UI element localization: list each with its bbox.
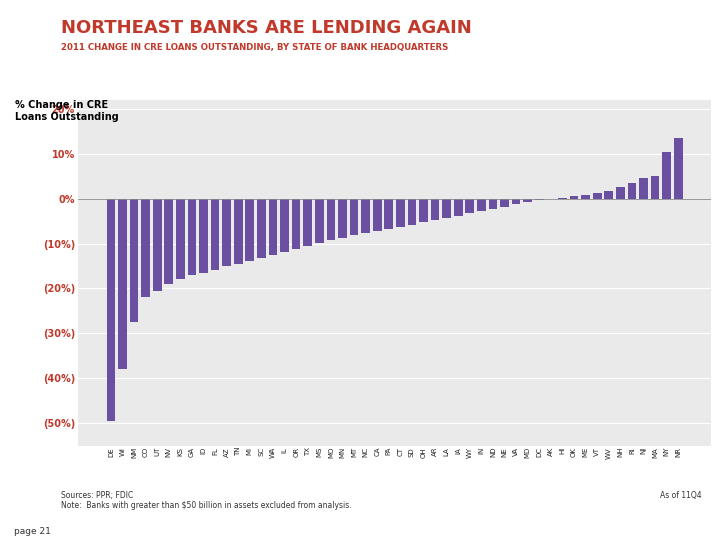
Bar	[512, 199, 521, 205]
Text: NORTHEAST BANKS ARE LENDING AGAIN: NORTHEAST BANKS ARE LENDING AGAIN	[61, 19, 472, 37]
Bar	[211, 199, 220, 269]
Bar	[581, 195, 590, 199]
Bar	[465, 199, 474, 213]
Bar	[280, 199, 289, 252]
Bar	[361, 199, 370, 233]
Bar	[303, 199, 312, 246]
Bar	[222, 199, 231, 266]
Bar	[292, 199, 300, 249]
Bar	[141, 199, 150, 298]
Bar	[199, 199, 208, 273]
Bar	[269, 199, 277, 255]
Text: Sources: PPR; FDIC: Sources: PPR; FDIC	[61, 491, 133, 501]
Bar	[593, 193, 601, 199]
Bar	[338, 199, 347, 238]
Bar	[454, 199, 462, 215]
Text: As of 11Q4: As of 11Q4	[660, 491, 702, 501]
Text: page 21: page 21	[14, 526, 51, 536]
Bar	[674, 138, 683, 199]
Text: Note:  Banks with greater than $50 billion in assets excluded from analysis.: Note: Banks with greater than $50 billio…	[61, 501, 352, 510]
Bar	[500, 199, 509, 207]
Bar	[373, 199, 382, 231]
Bar	[408, 199, 416, 225]
Bar	[188, 199, 197, 275]
Bar	[176, 199, 185, 279]
Bar	[431, 199, 439, 220]
Bar	[616, 187, 625, 199]
Bar	[107, 199, 115, 421]
Bar	[384, 199, 393, 229]
Bar	[327, 199, 336, 240]
Bar	[604, 191, 613, 199]
Bar	[130, 199, 138, 322]
Bar	[315, 199, 324, 242]
Bar	[558, 198, 567, 199]
Bar	[523, 199, 532, 202]
Bar	[570, 197, 578, 199]
Bar	[419, 199, 428, 222]
Bar	[257, 199, 266, 258]
Bar	[651, 176, 660, 199]
Bar	[662, 152, 671, 199]
Bar	[164, 199, 173, 284]
Bar	[350, 199, 359, 235]
Bar	[639, 178, 648, 199]
Bar	[442, 199, 451, 218]
Bar	[118, 199, 127, 369]
Bar	[628, 183, 636, 199]
Bar	[535, 199, 544, 200]
Bar	[153, 199, 161, 291]
Text: 2011 CHANGE IN CRE LOANS OUTSTANDING, BY STATE OF BANK HEADQUARTERS: 2011 CHANGE IN CRE LOANS OUTSTANDING, BY…	[61, 43, 449, 52]
Bar	[489, 199, 498, 209]
Bar	[246, 199, 254, 261]
Bar	[234, 199, 243, 264]
Bar	[396, 199, 405, 227]
Bar	[477, 199, 486, 211]
Text: % Change in CRE
Loans Outstanding: % Change in CRE Loans Outstanding	[15, 100, 119, 122]
